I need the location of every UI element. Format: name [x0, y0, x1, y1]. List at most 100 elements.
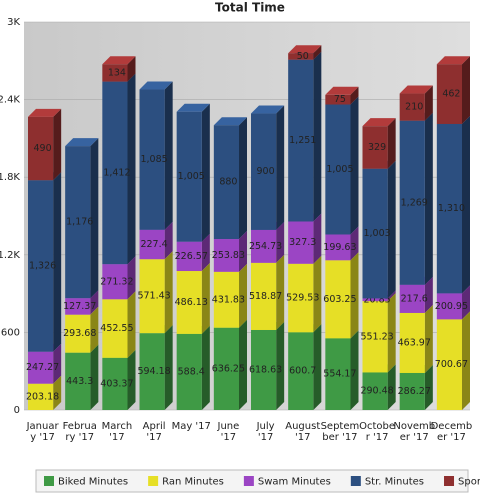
x-tick-line: Septem — [321, 421, 360, 432]
bar-segment — [102, 299, 128, 358]
x-tick-label: Novemb er '17 — [393, 421, 435, 443]
value-label: 1,085 — [140, 154, 167, 165]
value-label: 518.87 — [249, 291, 282, 302]
x-tick-line: r '17 — [366, 432, 389, 443]
bar-side — [313, 255, 322, 333]
x-tick-line: Octobe — [359, 421, 395, 432]
value-label: 1,003 — [363, 228, 390, 239]
bar-top — [399, 85, 433, 94]
legend-swatch — [44, 476, 54, 486]
bar-segment — [65, 146, 91, 299]
bar-side — [276, 105, 285, 230]
value-label: 618.63 — [249, 364, 282, 375]
bar-segment — [399, 93, 425, 121]
bar-side — [201, 233, 210, 272]
value-label: 700.67 — [435, 359, 468, 370]
chart-title: Total Time — [215, 1, 285, 15]
bar-segment — [436, 319, 462, 410]
value-label: 636.25 — [212, 363, 245, 374]
x-tick-line: '17 — [146, 432, 161, 443]
x-tick-line: April — [143, 421, 166, 432]
bar-segment — [399, 284, 425, 313]
value-label: 75 — [334, 94, 346, 105]
bar-side — [387, 364, 396, 410]
bar-segment — [288, 221, 314, 264]
bar-side — [53, 343, 62, 384]
value-label: 1,310 — [438, 203, 465, 214]
value-label: 227.4 — [140, 239, 167, 250]
bar-segment — [65, 352, 91, 410]
bar-top — [102, 56, 136, 65]
bar-side — [350, 86, 359, 105]
bar-top — [28, 108, 62, 117]
bar-segment — [288, 332, 314, 410]
x-tick-line: July — [256, 421, 275, 432]
bar-side — [276, 321, 285, 410]
bar-segment — [28, 351, 54, 384]
value-label: 1,269 — [401, 197, 428, 208]
value-label: 443.3 — [66, 376, 93, 387]
bar-side — [424, 364, 433, 410]
x-tick-label: Septem ber '17 — [321, 421, 360, 443]
bar-side — [313, 51, 322, 222]
value-label: 600.7 — [289, 366, 316, 377]
value-label: 327.3 — [289, 237, 316, 248]
y-tick-label: 1.2K — [0, 250, 20, 261]
x-tick-line: March — [102, 421, 132, 432]
x-tick-label: Octobe r '17 — [359, 421, 395, 443]
bar-side — [276, 221, 285, 263]
bar-segment — [176, 333, 202, 410]
bar-segment — [102, 357, 128, 410]
bar-side — [239, 117, 247, 240]
bar-segment — [139, 229, 165, 260]
bar-side — [462, 285, 470, 320]
bar-side — [387, 290, 396, 302]
bar-segment — [176, 271, 202, 334]
value-label: 554.17 — [323, 369, 356, 380]
x-tick-label: July '17 — [256, 421, 275, 443]
legend-swatch — [350, 476, 361, 486]
bar-side — [164, 81, 173, 230]
x-tick-line: y '17 — [30, 432, 55, 443]
value-label: 1,176 — [66, 217, 93, 228]
bar-segment — [28, 180, 54, 352]
bar-segment — [399, 312, 425, 373]
value-label: 594.18 — [137, 366, 170, 377]
x-tick-label: Januar y '17 — [26, 421, 60, 443]
bar-segment — [251, 113, 277, 230]
value-label: 1,326 — [29, 260, 56, 271]
x-tick-label: Februa ry '17 — [63, 421, 97, 443]
bar-side — [164, 251, 173, 334]
bar-segment — [102, 81, 128, 265]
bar-side — [313, 324, 322, 410]
x-tick-label: March '17 — [102, 421, 132, 443]
value-label: 462 — [442, 89, 460, 100]
bar-side — [164, 325, 173, 410]
legend-label: Biked Minutes — [58, 477, 128, 488]
bar-segment — [399, 120, 425, 285]
bar-segment — [362, 298, 388, 302]
x-tick-line: er '17 — [437, 432, 466, 443]
bar-side — [424, 276, 433, 313]
value-label: 199.63 — [323, 242, 356, 253]
x-tick-line: Novemb — [393, 421, 435, 432]
value-label: 293.68 — [63, 328, 96, 339]
bar-top — [251, 105, 285, 114]
bar-side — [424, 304, 433, 373]
bar-side — [239, 319, 247, 410]
x-tick-line: '17 — [295, 432, 310, 443]
bar-segment — [436, 123, 462, 294]
value-label: 127.37 — [63, 301, 96, 312]
value-label: 200.95 — [435, 301, 468, 312]
bar-segment — [176, 241, 202, 272]
bar-top — [436, 56, 470, 65]
bar-segment — [362, 126, 388, 169]
bar-side — [424, 85, 433, 121]
x-tick-line: Februa — [63, 421, 97, 432]
bar-side — [90, 344, 99, 410]
value-label: 226.57 — [175, 251, 208, 262]
legend-swatch — [148, 476, 159, 486]
legend-swatch — [444, 476, 455, 486]
bar-segment — [325, 338, 351, 410]
bar-segment — [362, 372, 388, 410]
